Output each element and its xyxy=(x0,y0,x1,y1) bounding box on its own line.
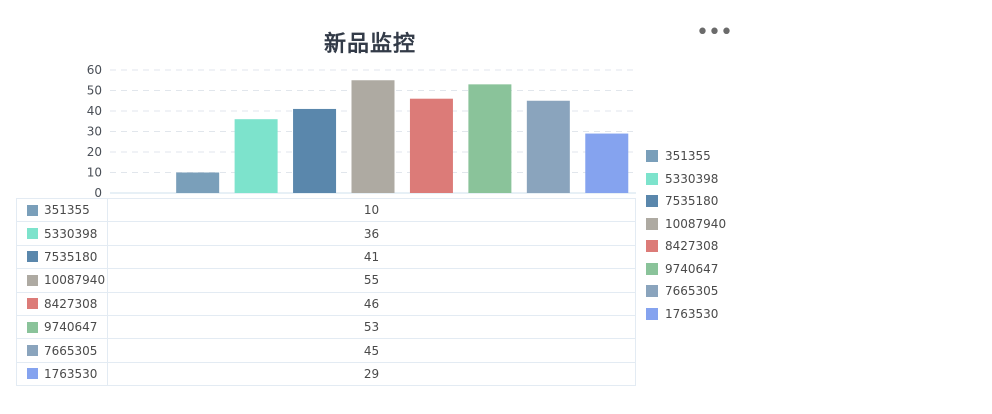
bar-8427308[interactable] xyxy=(409,98,453,193)
legend-label: 351355 xyxy=(665,149,711,164)
table-cell-name: 7535180 xyxy=(16,244,108,270)
bar-9740647[interactable] xyxy=(468,84,512,193)
bar-7665305[interactable] xyxy=(526,100,570,193)
legend-item-9740647[interactable]: 9740647 xyxy=(646,258,726,281)
table-swatch xyxy=(27,228,38,240)
data-table: 351355 10 5330398 36 7535180 41 10087940 55 8427… xyxy=(16,197,636,387)
table-cell-name: 5330398 xyxy=(16,221,108,246)
legend-label: 5330398 xyxy=(665,171,719,186)
table-swatch xyxy=(27,298,38,310)
legend-swatch xyxy=(646,262,658,275)
series-name: 5330398 xyxy=(44,226,98,241)
bar-1763530[interactable] xyxy=(585,133,629,193)
legend-label: 9740647 xyxy=(665,261,719,276)
table-cell-value: 45 xyxy=(107,338,636,363)
legend-item-1763530[interactable]: 1763530 xyxy=(646,303,726,326)
series-name: 1763530 xyxy=(44,366,98,381)
legend-swatch xyxy=(646,172,658,185)
legend-swatch xyxy=(646,240,658,253)
table-cell-value: 10 xyxy=(107,197,636,223)
table-row: 7535180 41 xyxy=(16,244,636,270)
table-cell-name: 9740647 xyxy=(16,314,108,340)
chart-legend: 351355 5330398 7535180 10087940 8427308 97406… xyxy=(646,145,726,325)
bar-7535180[interactable] xyxy=(293,108,337,193)
table-row: 7665305 45 xyxy=(16,338,636,363)
legend-swatch xyxy=(646,217,658,230)
legend-item-8427308[interactable]: 8427308 xyxy=(646,235,726,258)
legend-label: 8427308 xyxy=(665,239,719,254)
legend-swatch xyxy=(646,150,658,163)
bar-10087940[interactable] xyxy=(351,80,395,193)
series-name: 10087940 xyxy=(44,273,106,288)
bar-5330398[interactable] xyxy=(234,119,278,193)
y-tick-label: 60 xyxy=(87,63,102,77)
table-cell-name: 10087940 xyxy=(16,268,108,293)
legend-swatch xyxy=(646,307,658,320)
table-row: 10087940 55 xyxy=(16,268,636,293)
table-cell-name: 1763530 xyxy=(16,361,108,387)
table-row: 9740647 53 xyxy=(16,314,636,340)
table-swatch xyxy=(27,251,38,263)
table-cell-name: 351355 xyxy=(16,197,108,223)
legend-label: 10087940 xyxy=(665,216,727,231)
legend-item-351355[interactable]: 351355 xyxy=(646,145,726,168)
table-row: 1763530 29 xyxy=(16,361,636,387)
table-swatch xyxy=(27,321,38,333)
y-tick-label: 20 xyxy=(87,145,102,159)
table-cell-value: 55 xyxy=(107,268,636,293)
bar-351355[interactable] xyxy=(176,172,220,194)
table-row: 5330398 36 xyxy=(16,221,636,246)
y-tick-label: 10 xyxy=(87,166,102,180)
chart-title: 新品监控 xyxy=(323,32,416,57)
table-cell-value: 41 xyxy=(107,244,636,270)
table-swatch xyxy=(27,345,38,357)
table-cell-value: 29 xyxy=(107,361,636,387)
y-tick-label: 50 xyxy=(87,84,102,98)
series-name: 7535180 xyxy=(44,249,98,264)
table-cell-value: 53 xyxy=(107,314,636,340)
y-tick-label: 40 xyxy=(87,104,102,118)
table-row: 351355 10 xyxy=(16,197,636,223)
table-cell-name: 7665305 xyxy=(16,338,108,363)
table-cell-name: 8427308 xyxy=(16,291,108,316)
table-row: 8427308 46 xyxy=(16,291,636,316)
legend-label: 7665305 xyxy=(665,284,719,299)
legend-item-7665305[interactable]: 7665305 xyxy=(646,280,726,303)
legend-item-10087940[interactable]: 10087940 xyxy=(646,213,726,236)
legend-item-7535180[interactable]: 7535180 xyxy=(646,190,726,213)
table-cell-value: 46 xyxy=(107,291,636,316)
legend-swatch xyxy=(646,285,658,298)
table-swatch xyxy=(27,274,38,286)
y-tick-label: 0 xyxy=(94,186,102,200)
y-tick-label: 30 xyxy=(87,125,102,139)
legend-label: 7535180 xyxy=(665,194,719,209)
legend-item-5330398[interactable]: 5330398 xyxy=(646,168,726,191)
series-name: 7665305 xyxy=(44,343,98,358)
table-swatch xyxy=(27,368,38,380)
series-name: 351355 xyxy=(44,203,90,218)
table-cell-value: 36 xyxy=(107,221,636,246)
series-name: 8427308 xyxy=(44,296,98,311)
bar-series xyxy=(176,80,629,194)
series-name: 9740647 xyxy=(44,320,98,335)
table-swatch xyxy=(27,204,38,216)
legend-swatch xyxy=(646,195,658,208)
legend-label: 1763530 xyxy=(665,306,719,321)
